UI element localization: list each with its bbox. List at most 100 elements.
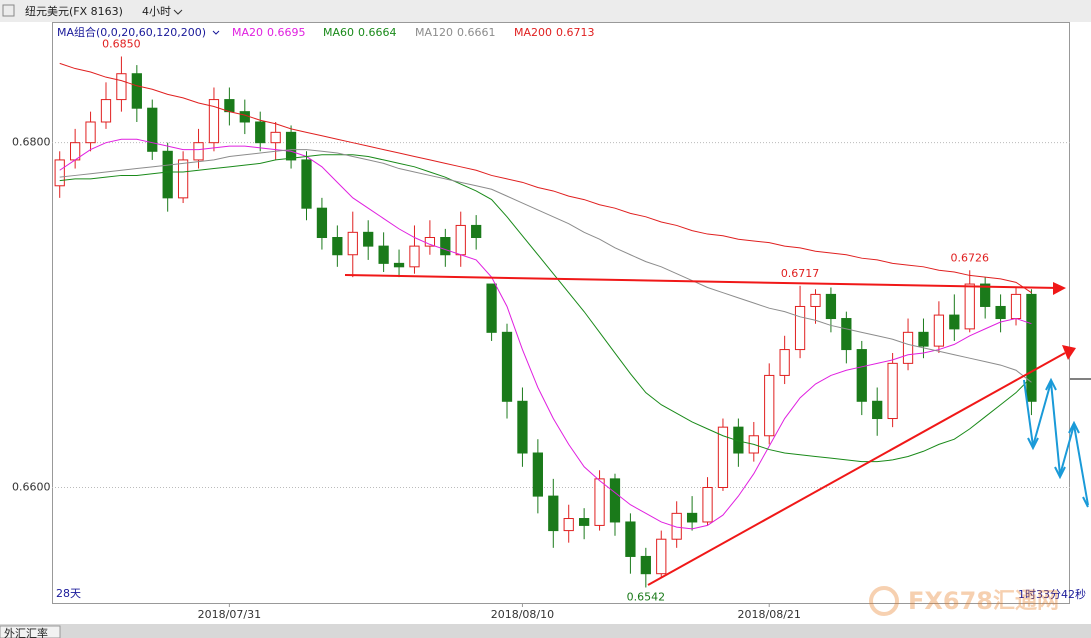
candle-body xyxy=(841,318,852,351)
candle-body xyxy=(964,283,975,330)
candle-body xyxy=(255,121,266,144)
period-count: 28天 xyxy=(56,587,81,600)
forecast-arrows xyxy=(1027,377,1089,508)
candle-body xyxy=(918,331,929,347)
candle-body xyxy=(501,331,513,402)
candle-body xyxy=(471,224,482,239)
period-caret[interactable] xyxy=(173,9,183,15)
candle-body xyxy=(1026,293,1037,402)
countdown: 1时33分42秒 xyxy=(1018,587,1086,601)
resistance-line xyxy=(344,274,1061,289)
legend-name: MA20 xyxy=(232,26,263,39)
candle-body xyxy=(177,159,189,199)
legend-name: MA60 xyxy=(323,26,354,39)
candle-body xyxy=(1010,293,1022,320)
x-tick-label: 2018/08/21 xyxy=(738,608,801,621)
arrow-head xyxy=(1053,282,1066,295)
period-selector[interactable]: 4小时 xyxy=(142,5,171,18)
legend-entry: MA60 0.6664 xyxy=(323,26,397,39)
forecast-path xyxy=(1023,379,1089,506)
candle-body xyxy=(733,426,744,454)
legend-value: 0.6695 xyxy=(267,26,306,39)
candle-body xyxy=(116,73,127,101)
legend-value: 0.6664 xyxy=(358,26,397,39)
candle-body xyxy=(347,231,358,256)
candle-body xyxy=(609,478,621,523)
candle-body xyxy=(193,142,204,161)
ma-line xyxy=(59,138,1032,530)
candle-body xyxy=(949,314,960,330)
watermark: FX678 汇通网 xyxy=(869,586,1059,616)
candle-body xyxy=(794,305,806,351)
plot-frame xyxy=(52,22,1070,604)
watermark-brand: FX678 xyxy=(908,587,993,615)
window-icon[interactable] xyxy=(2,4,15,17)
candle-body xyxy=(702,486,713,523)
candle-body xyxy=(162,150,173,199)
tab-label[interactable]: 外汇汇率 xyxy=(4,626,48,638)
plot: 0.6600 0.6800 2018/07/31 2018/08/10 2018/08/… xyxy=(12,56,1070,621)
candle-body xyxy=(270,131,281,144)
candle-body xyxy=(316,207,328,239)
indicator-caret[interactable] xyxy=(212,30,220,35)
candle-body xyxy=(671,512,682,540)
tab[interactable] xyxy=(0,625,61,638)
annotation: 0.6717 xyxy=(781,267,820,280)
candle-body xyxy=(85,121,96,144)
arrow-head xyxy=(1062,345,1076,360)
tab-bar xyxy=(0,624,1091,638)
window-title: 纽元美元(FX 8163) xyxy=(25,4,123,18)
candle-body xyxy=(563,518,574,532)
candle-body xyxy=(625,521,636,557)
legend-value: 0.6713 xyxy=(556,26,595,39)
legend-name: MA120 xyxy=(415,26,453,39)
right-scale xyxy=(1070,22,1091,603)
candle-body xyxy=(717,426,729,488)
candle-body xyxy=(579,518,590,526)
indicator-group[interactable]: MA组合(0,0,20,60,120,200) xyxy=(57,25,206,39)
candle-body xyxy=(686,512,698,523)
candle-body xyxy=(933,314,945,347)
candle-body xyxy=(548,495,559,532)
candle-body xyxy=(224,99,235,113)
annotation: 0.6542 xyxy=(627,590,666,603)
candle-body xyxy=(995,305,1006,320)
ma-line xyxy=(59,149,1032,383)
legend-entry: MA20 0.6695 xyxy=(232,26,306,39)
y-tick-label: 0.6600 xyxy=(12,480,51,493)
legend-name: MA200 xyxy=(514,26,552,39)
candle-body xyxy=(440,237,451,256)
candle-body xyxy=(640,555,651,575)
candle-body xyxy=(532,452,543,497)
y-tick-label: 0.6800 xyxy=(12,136,51,149)
candle-body xyxy=(332,237,343,256)
candle-body xyxy=(887,362,898,420)
annotation: 0.6850 xyxy=(102,37,141,50)
candle-body xyxy=(100,99,112,123)
candle-body xyxy=(363,231,374,247)
candle-body xyxy=(131,73,142,109)
candle-body xyxy=(54,159,65,187)
ma-line xyxy=(59,62,1032,294)
title-bar xyxy=(0,0,1091,22)
candle-body xyxy=(486,283,497,333)
candle-body xyxy=(455,224,466,256)
annotation: 0.6726 xyxy=(950,251,989,264)
candle-body xyxy=(285,131,297,161)
drawings xyxy=(344,274,1089,586)
candle-body xyxy=(656,538,667,575)
legend-value: 0.6661 xyxy=(457,26,496,39)
candle-body xyxy=(378,245,389,264)
candle-body xyxy=(301,159,312,209)
candle-body xyxy=(594,478,605,526)
candle-body xyxy=(980,283,991,307)
candle-body xyxy=(810,293,821,307)
candle-body xyxy=(409,245,420,268)
candle-body xyxy=(764,374,775,437)
candle-body xyxy=(393,262,405,268)
candle-body xyxy=(825,293,837,320)
legend-entry: MA200 0.6713 xyxy=(514,26,595,39)
candle-body xyxy=(239,111,250,123)
